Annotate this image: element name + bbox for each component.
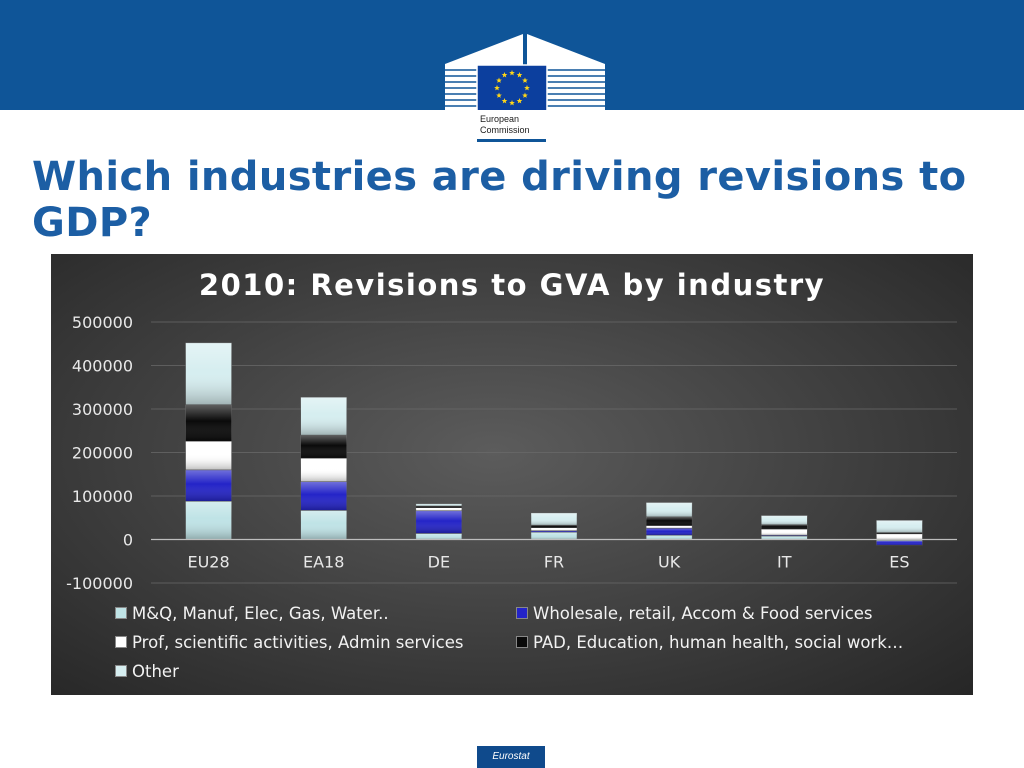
legend-label: PAD, Education, human health, social wor…	[533, 633, 904, 652]
chart: 2010: Revisions to GVA by industry 500000…	[66, 268, 957, 593]
legend-item: Prof, scientific activities, Admin servi…	[115, 632, 464, 654]
legend-swatch	[516, 636, 528, 648]
bar-segment-sheen	[646, 502, 693, 517]
eurostat-badge: Eurostat	[477, 746, 545, 768]
bar-segment-sheen	[185, 404, 232, 442]
bar-segment-sheen	[185, 441, 232, 470]
bar-segment-sheen	[876, 533, 923, 540]
legend-swatch	[115, 607, 127, 619]
bar-segment-sheen	[876, 520, 923, 533]
x-tick-label: EU28	[187, 553, 229, 572]
bar-segment-sheen	[761, 536, 808, 540]
eu-star	[509, 100, 515, 106]
eu-star	[496, 92, 502, 98]
bar-segment-sheen	[876, 539, 923, 541]
legend-label: M&Q, Manuf, Elec, Gas, Water..	[132, 604, 389, 623]
eu-star	[522, 77, 528, 83]
eu-flag-building-icon	[445, 34, 605, 146]
bar-segment-sheen	[646, 535, 693, 540]
bar-segment-sheen	[646, 528, 693, 536]
bar-segment-sheen	[300, 435, 347, 459]
y-tick-label: 500000	[72, 313, 133, 332]
bar-segment-sheen	[415, 503, 462, 507]
y-tick-label: -100000	[66, 574, 133, 593]
legend-label: Wholesale, retail, Accom & Food services	[533, 604, 873, 623]
bar-segment-sheen	[531, 530, 577, 533]
eu-star	[496, 77, 502, 83]
bar-segment-sheen	[300, 481, 347, 511]
slide-title: Which industries are driving revisions t…	[32, 154, 967, 246]
bar-segment-sheen	[415, 506, 462, 508]
logo-line-european: European	[480, 114, 520, 124]
eu-star	[522, 92, 528, 98]
eu-star	[501, 72, 508, 78]
legend-label: Prof, scientific activities, Admin servi…	[132, 633, 464, 652]
legend-swatch	[115, 636, 127, 648]
y-tick-label: 300000	[72, 400, 133, 419]
eu-star	[501, 97, 508, 104]
bar-segment-sheen	[415, 510, 462, 534]
logo-text: European Commission	[480, 114, 530, 136]
legend-item: Wholesale, retail, Accom & Food services	[516, 603, 873, 625]
bar-segment-sheen	[876, 532, 923, 534]
y-tick-label: 400000	[72, 357, 133, 376]
legend-swatch	[516, 607, 528, 619]
bar-segment-sheen	[185, 342, 232, 405]
y-tick-label: 200000	[72, 444, 133, 463]
legend-label: Other	[132, 662, 179, 681]
x-tick-label: EA18	[303, 553, 344, 572]
eu-star	[509, 70, 515, 76]
legend-item: Other	[115, 661, 179, 683]
eu-star	[524, 85, 530, 91]
logo-line-commission: Commission	[480, 125, 530, 135]
chart-panel: 2010: Revisions to GVA by industry 500000…	[51, 254, 973, 695]
eu-star	[494, 85, 500, 91]
x-tick-label: ES	[889, 553, 909, 572]
bar-segment-sheen	[300, 397, 347, 436]
eu-star	[516, 72, 523, 78]
legend-item: PAD, Education, human health, social wor…	[516, 632, 903, 654]
bar-segment-sheen	[300, 510, 347, 540]
bar-segment-sheen	[531, 525, 577, 528]
bar-segment-sheen	[185, 469, 232, 502]
bar-segment-sheen	[761, 535, 808, 537]
legend-item: M&Q, Manuf, Elec, Gas, Water..	[115, 603, 389, 625]
x-tick-label: DE	[428, 553, 450, 572]
bar-segment-sheen	[761, 524, 808, 530]
x-tick-label: FR	[544, 553, 564, 572]
legend-swatch	[115, 665, 127, 677]
bar-segment-sheen	[646, 516, 693, 526]
x-tick-label: IT	[777, 553, 792, 572]
bar-segment-sheen	[761, 515, 808, 525]
bar-segment-sheen	[531, 512, 577, 526]
bar-segment-sheen	[185, 501, 232, 540]
bar-segment-sheen	[531, 532, 577, 540]
bar-segment-sheen	[876, 540, 923, 546]
bar-segment-sheen	[415, 507, 462, 511]
x-tick-label: UK	[658, 553, 681, 572]
bar-segment-sheen	[531, 527, 577, 531]
eu-star	[516, 97, 523, 104]
chart-title: 2010: Revisions to GVA by industry	[199, 268, 825, 302]
bar-segment-sheen	[415, 533, 462, 540]
bar-segment-sheen	[761, 529, 808, 536]
bar-segment-sheen	[300, 458, 347, 482]
logo-underline	[477, 139, 546, 142]
y-tick-label: 0	[123, 531, 133, 550]
bar-segment-sheen	[646, 525, 693, 529]
y-tick-label: 100000	[72, 487, 133, 506]
